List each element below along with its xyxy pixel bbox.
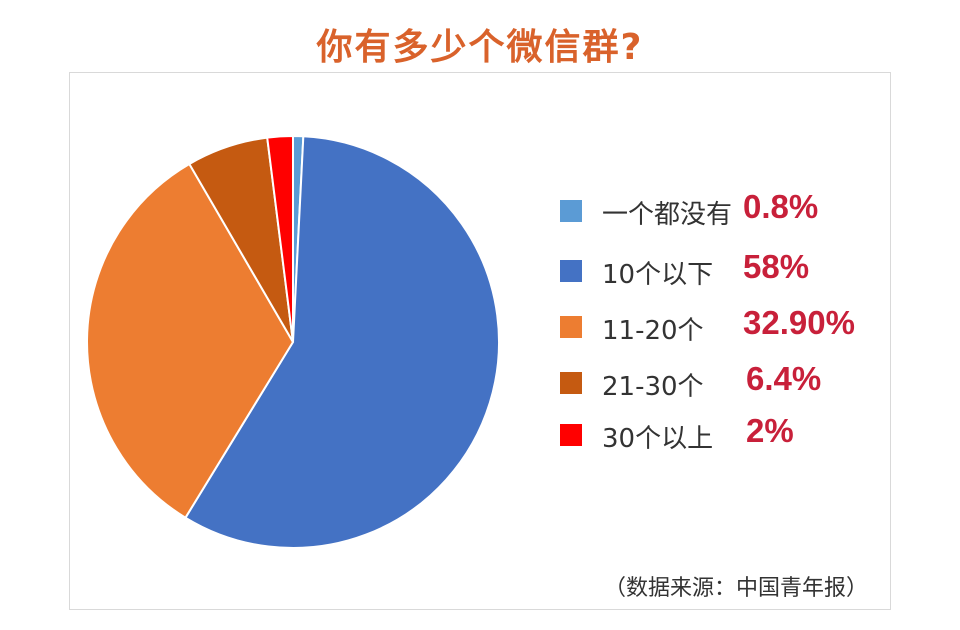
legend-label-over-30: 30个以上: [602, 424, 714, 454]
legend-label-21-30: 21-30个: [602, 372, 704, 402]
chart-title: 你有多少个微信群?: [316, 27, 644, 68]
legend-swatch-none: [560, 200, 582, 222]
legend-label-11-20: 11-20个: [602, 316, 704, 346]
legend-label-none: 一个都没有: [602, 200, 733, 230]
legend-swatch-over-30: [560, 424, 582, 446]
pie-slice-11-20: [86, 162, 295, 520]
pie-slice-over-30: [266, 134, 294, 343]
pie-slice-under-10: [184, 135, 500, 549]
legend-swatch-11-20: [560, 316, 582, 338]
source-note: （数据来源：中国青年报）: [603, 576, 868, 601]
legend-value-over-30: 2%: [746, 412, 794, 449]
legend-swatch-21-30: [560, 372, 582, 394]
legend-value-under-10: 58%: [743, 248, 810, 285]
legend-value-none: 0.8%: [743, 188, 819, 225]
legend-label-under-10: 10个以下: [602, 260, 714, 290]
legend-value-11-20: 32.90%: [743, 304, 855, 341]
legend-value-21-30: 6.4%: [746, 360, 822, 397]
legend-swatch-under-10: [560, 260, 582, 282]
